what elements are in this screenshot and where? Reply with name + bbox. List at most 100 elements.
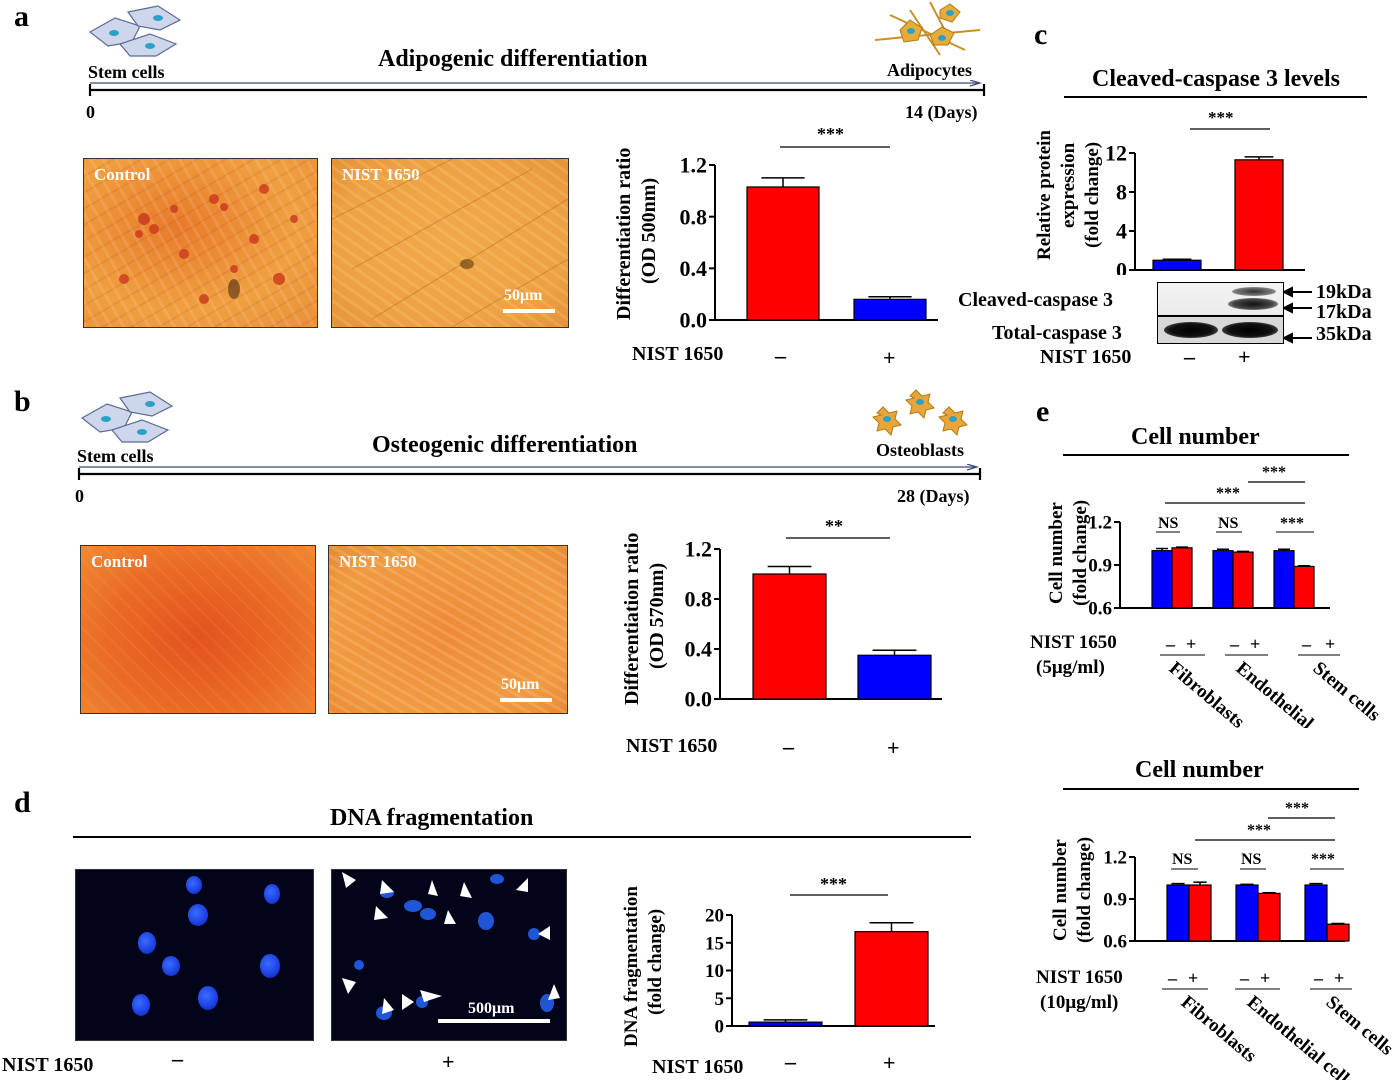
y-tick-label: 15 [705,933,724,954]
kda-arrows [1284,286,1312,344]
treatment-label: NIST 1650 [1030,632,1117,653]
significance: *** [820,874,847,894]
y-axis-label-line1: Differentiation ratio [621,533,643,705]
bar [1235,884,1259,942]
bar [1151,550,1173,609]
bar [1152,259,1202,271]
title-rule [1063,454,1349,456]
category-label: Stem cells [1309,658,1384,726]
significance: *** [1311,851,1335,868]
micrograph-label: Control [91,552,148,571]
timeline-a [88,80,986,96]
panel-label-d: d [14,786,31,819]
lipid-droplets [119,184,298,304]
treatment-label: NIST 1650 [632,343,723,365]
y-axis-label: Relative protein expression (fold change… [1034,130,1103,260]
panel-label-b: b [14,385,31,418]
treatment-plus: + [1334,968,1344,988]
y-axis-label-line1: Cell number [1046,502,1067,604]
y-axis-label-line1: Relative protein [1034,130,1055,260]
y-axis-label-line1: DNA fragmentation [621,886,642,1047]
y-axis-label-line2: (fold change) [645,909,666,1015]
panel-label-c: c [1034,18,1048,51]
treatment-label: NIST 1650 [2,1054,94,1076]
significance: *** [1280,515,1304,532]
chart-c: Relative protein expression (fold change… [1034,108,1305,275]
panel-label-a: a [14,0,29,33]
chart-a: Differentiation ratio (OD 500nm) 0.00.40… [613,124,938,370]
bar [857,654,932,700]
bar [1212,550,1234,609]
bar [1232,551,1254,609]
end-cell-label: Osteoblasts [876,440,965,460]
y-tick-label: 0.0 [680,308,708,333]
panel-label-e: e [1036,395,1050,428]
y-tick-label: 0.6 [1103,932,1127,953]
treatment-minus: – [784,1049,797,1074]
micrograph-a-treated: NIST 1650 50μm [331,158,569,328]
bar-group: 0 4 8 12 [1105,141,1305,275]
scale-bar [500,698,552,702]
scale-bar [503,309,555,313]
treatment-minus: – [1184,344,1195,369]
panel-c-title: Cleaved-caspase 3 levels [1092,66,1340,92]
y-tick-label: 5 [715,989,725,1010]
fluorescence-treated: 500μm [331,869,567,1041]
start-cell-label: Stem cells [88,62,165,82]
fragmented-nucleus [478,912,494,930]
scale-bar-label: 50μm [504,287,543,304]
y-axis-label-line1: Differentiation ratio [613,148,635,320]
treatment-plus: + [1186,634,1196,654]
treatment-label: NIST 1650 [1040,346,1132,368]
treatment-minus: – [774,343,787,368]
bar [1234,159,1284,271]
y-tick-label: 1.2 [1103,848,1127,869]
cell-texture [332,159,568,327]
fragmented-nucleus [354,960,364,970]
bar-group: 0.6 0.9 1.2 [1103,848,1350,953]
y-tick-label: 0.4 [680,256,708,281]
timeline-end: 28 (Days) [897,486,970,506]
bar [1257,892,1281,942]
y-tick-label: 0.6 [1088,599,1112,620]
bar-group: 0 5 10 15 20 [705,906,935,1038]
y-axis-label: Differentiation ratio (OD 570nm) [621,533,668,705]
bar [1304,884,1328,942]
title-rule [1063,788,1359,790]
y-tick-label: 1.2 [685,537,713,562]
fluorescence-control [75,869,314,1041]
nucleus [132,994,150,1016]
y-tick-label: 1.2 [680,153,708,178]
title-rule [1064,96,1367,98]
y-tick-label: 0.4 [685,637,713,662]
panel-a-title: Adipogenic differentiation [378,46,648,72]
band-17kda [1228,298,1278,310]
bar [746,186,820,321]
treatment-minus: – [1229,634,1240,654]
panel-b-title: Osteogenic differentiation [372,432,638,458]
treatment-plus: + [1325,634,1335,654]
bar-group: 0.6 0.9 1.2 [1088,513,1330,620]
y-tick-label: 0 [1116,258,1127,275]
category-label: Stem cells [1322,992,1397,1060]
chart-d: DNA fragmentation (fold change) 0 5 10 15 20… [621,874,935,1078]
dose-label: (10μg/ml) [1040,992,1118,1013]
fragmented-nucleus [528,928,540,940]
y-tick-label: 0.9 [1088,556,1112,577]
treatment-plus: + [1260,968,1270,988]
treatment-minus: – [172,1046,183,1071]
treatment-label: NIST 1650 [626,735,717,757]
significance: NS [1241,851,1262,868]
nucleus [162,956,180,976]
timeline-b [77,464,982,480]
end-cell-label: Adipocytes [887,60,972,80]
band-total-treated [1222,322,1278,338]
y-tick-label: 0.9 [1103,890,1127,911]
y-axis-label-line2: (OD 500nm) [638,178,660,284]
treatment-minus: – [1167,968,1178,988]
treatment-minus: – [1239,968,1250,988]
nucleus [264,884,280,904]
treatment-plus: + [1238,344,1251,369]
significance: *** [1247,822,1271,839]
timeline-start: 0 [75,486,84,506]
